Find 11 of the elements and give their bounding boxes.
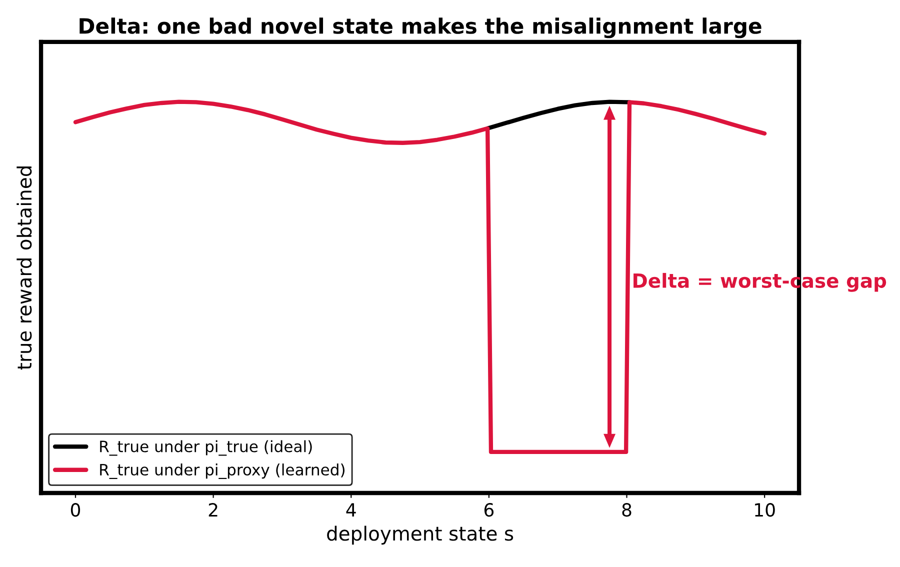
x-tick-label: 8 bbox=[622, 503, 632, 517]
chart-title: Delta: one bad novel state makes the misalignment large bbox=[80, 18, 762, 38]
x-tick-label: 10 bbox=[755, 503, 775, 517]
x-tick-label: 4 bbox=[346, 503, 356, 516]
legend-label: R_true under pi_true (ideal) bbox=[100, 440, 312, 456]
x-tick-label: 6 bbox=[484, 503, 494, 517]
y-axis-title: true reward obtained bbox=[16, 166, 32, 370]
x-tick-label: 0 bbox=[70, 503, 80, 517]
x-tick-label: 2 bbox=[208, 503, 218, 516]
x-axis-title: deployment state s bbox=[327, 526, 514, 545]
legend-label: R_true under pi_proxy (learned) bbox=[100, 464, 344, 480]
